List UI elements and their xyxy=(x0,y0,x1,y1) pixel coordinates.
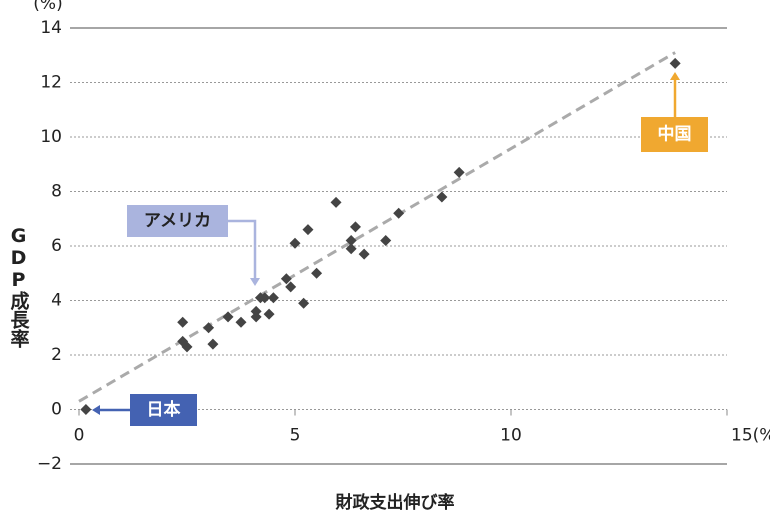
x-tick-label: 10 xyxy=(500,426,522,446)
annotation-text: 日本 xyxy=(147,399,181,420)
y-tick-label: 6 xyxy=(51,236,62,256)
point xyxy=(207,338,219,350)
point xyxy=(222,311,234,323)
point xyxy=(289,237,301,249)
point xyxy=(302,224,314,236)
point xyxy=(436,191,448,203)
point xyxy=(349,221,361,233)
x-tick-label: 15(%) xyxy=(731,426,770,446)
point xyxy=(250,311,262,323)
annotation: 中国 xyxy=(641,72,708,152)
y-tick-label: 4 xyxy=(51,291,62,311)
point xyxy=(358,248,370,260)
annotation: 日本 xyxy=(92,394,197,426)
point xyxy=(177,316,189,328)
point xyxy=(380,235,392,247)
y-axis-label: GDP成長率 xyxy=(8,225,30,349)
y-tick-label: −2 xyxy=(37,454,62,474)
y-unit: (%) xyxy=(33,0,62,14)
annotation-arrowhead xyxy=(92,405,100,415)
y-tick-label: 2 xyxy=(51,345,62,365)
point xyxy=(263,308,275,320)
point xyxy=(259,292,271,304)
y-tick-label: 14 xyxy=(40,18,62,38)
point xyxy=(345,235,357,247)
annotation-arrowhead xyxy=(250,278,260,286)
annotation-text: アメリカ xyxy=(144,211,211,231)
point xyxy=(311,267,323,279)
y-tick-label: 8 xyxy=(51,182,62,202)
annotation-arrow xyxy=(228,219,257,280)
trend-line xyxy=(78,51,676,403)
annotation-box xyxy=(641,117,708,152)
y-tick-label: 10 xyxy=(40,127,62,147)
point xyxy=(345,243,357,255)
point xyxy=(267,292,279,304)
x-tick-label: 5 xyxy=(290,426,301,446)
point xyxy=(298,297,310,309)
x-tick-label: 0 xyxy=(74,426,85,446)
annotation: アメリカ xyxy=(127,205,260,286)
point xyxy=(280,273,292,285)
annotation-box xyxy=(130,394,197,426)
point xyxy=(203,322,215,334)
point xyxy=(453,166,465,178)
point xyxy=(235,316,247,328)
x-axis-label: 財政支出伸び率 xyxy=(335,492,455,510)
y-tick-label: 0 xyxy=(51,400,62,420)
point xyxy=(669,57,681,69)
point xyxy=(330,196,342,208)
point xyxy=(181,341,193,353)
point xyxy=(285,281,297,293)
y-tick-label: 12 xyxy=(40,73,62,93)
point xyxy=(80,404,92,415)
annotation-text: 中国 xyxy=(658,124,692,145)
point xyxy=(393,207,405,219)
annotation-box xyxy=(127,205,228,237)
annotation-arrowhead xyxy=(670,72,680,80)
